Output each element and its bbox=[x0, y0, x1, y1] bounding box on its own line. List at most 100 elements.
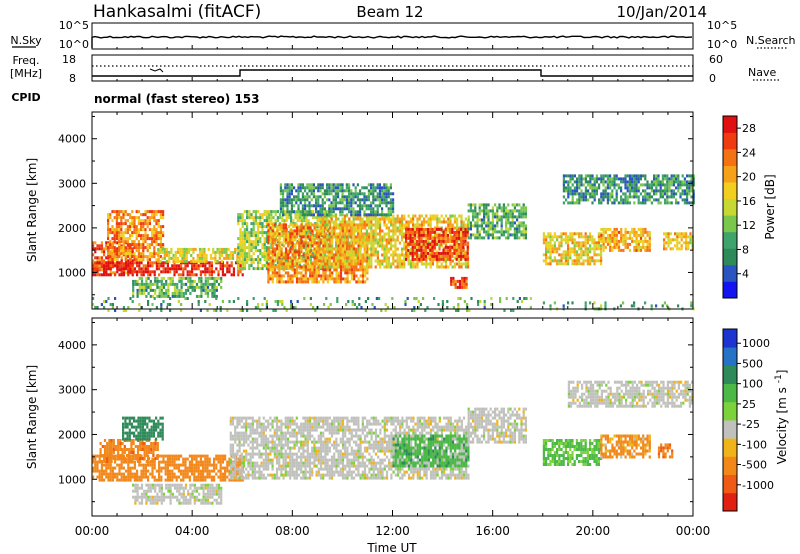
power-colorbar: 4 8 12 16 20 24 28 Power [dB] bbox=[722, 115, 777, 299]
colorbar-tick-label: 12 bbox=[742, 219, 756, 232]
colorbar-segment bbox=[723, 231, 737, 249]
power-echo-region bbox=[132, 276, 223, 298]
velocity-echo-region bbox=[542, 439, 603, 466]
velocity-echo-region bbox=[467, 407, 527, 444]
power-echo-region bbox=[562, 174, 695, 205]
y-tick-label: 1000 bbox=[58, 473, 86, 486]
colorbar-segment bbox=[723, 329, 737, 348]
colorbar-segment bbox=[723, 401, 737, 421]
velocity-x-axis: 00:00 04:00 08:00 12:00 16:00 20:00 00:00 bbox=[75, 45, 711, 538]
colorbar-segment bbox=[723, 198, 737, 216]
power-echo-region bbox=[600, 227, 651, 252]
colorbar-tick-label: 25 bbox=[742, 398, 756, 411]
freq-label-line2: [MHz] bbox=[10, 67, 42, 80]
freq-trace bbox=[92, 69, 693, 77]
freq-tick-top: 18 bbox=[62, 53, 76, 66]
colorbar-tick-label: 24 bbox=[742, 146, 756, 159]
nsearch-label: N.Search bbox=[746, 34, 796, 47]
y-tick-label: 4000 bbox=[58, 133, 86, 146]
colorbar-tick-label: -100 bbox=[742, 438, 767, 451]
x-tick-label: 00:00 bbox=[676, 524, 711, 538]
velocity-echo-region bbox=[392, 434, 470, 468]
velocity-echo-region bbox=[600, 434, 651, 459]
y-tick-label: 2000 bbox=[58, 428, 86, 441]
station-title: Hankasalmi (fitACF) bbox=[93, 2, 261, 22]
power-echo-region bbox=[663, 232, 694, 251]
colorbar-segment bbox=[723, 215, 737, 233]
colorbar-segment bbox=[723, 492, 737, 512]
velocity-panel: 1000 2000 3000 4000 Slant Range [km] 00:00 0… bbox=[25, 45, 710, 554]
colorbar-segment bbox=[723, 456, 737, 475]
y-tick-label: 3000 bbox=[58, 177, 86, 190]
colorbar-segment bbox=[723, 149, 737, 166]
colorbar-tick-label: 16 bbox=[742, 195, 756, 208]
nsearch-tick-bottom: 10^0 bbox=[707, 38, 737, 51]
power-y-axis: 1000 2000 3000 4000 bbox=[58, 115, 693, 296]
power-colorbar-label: Power [dB] bbox=[763, 174, 777, 239]
colorbar-tick-label: 28 bbox=[742, 122, 756, 135]
power-echo-region bbox=[92, 297, 532, 312]
nsearch-tick-top: 10^5 bbox=[707, 19, 737, 32]
freq-label-line1: Freq. bbox=[12, 54, 39, 67]
nsky-tick-bottom: 10^0 bbox=[59, 38, 89, 51]
power-echo-region bbox=[467, 203, 527, 240]
colorbar-segment bbox=[723, 420, 737, 439]
colorbar-tick-label: 4 bbox=[742, 268, 749, 281]
colorbar-tick-label: 20 bbox=[742, 171, 756, 184]
x-tick-label: 08:00 bbox=[275, 524, 310, 538]
nave-blip bbox=[149, 68, 164, 73]
velocity-echo-region bbox=[99, 439, 159, 463]
colorbar-tick-label: 8 bbox=[742, 243, 749, 256]
colorbar-segment bbox=[723, 383, 737, 403]
power-echo-layer bbox=[92, 174, 695, 312]
velocity-echo-region bbox=[132, 483, 223, 505]
nsky-label: N.Sky bbox=[10, 34, 42, 47]
colorbar-segment bbox=[723, 165, 737, 183]
velocity-ylabel: Slant Range [km] bbox=[25, 365, 39, 469]
freq-tick-bottom: 8 bbox=[69, 72, 76, 85]
velocity-colorbar: 1000 500 100 25 -25 -100 -500 -1000 Velocity [m… bbox=[722, 328, 789, 512]
power-echo-region bbox=[157, 247, 243, 263]
y-tick-label: 1000 bbox=[58, 266, 86, 279]
nave-label: Nave bbox=[748, 66, 776, 79]
nsky-trace bbox=[91, 35, 693, 48]
power-echo-region bbox=[542, 232, 603, 266]
colorbar-tick-label: -25 bbox=[742, 418, 760, 431]
velocity-colorbar-label: Velocity [m s -1] bbox=[774, 370, 789, 465]
beam-title: Beam 12 bbox=[356, 3, 423, 21]
velocity-echo-region bbox=[657, 443, 674, 459]
power-echo-region bbox=[279, 183, 395, 217]
y-tick-label: 4000 bbox=[58, 339, 86, 352]
velocity-echo-region bbox=[567, 380, 694, 408]
colorbar-segment bbox=[723, 182, 737, 200]
cpid-label: CPID bbox=[11, 91, 40, 104]
y-tick-label: 3000 bbox=[58, 384, 86, 397]
x-tick-label: 00:00 bbox=[75, 524, 110, 538]
colorbar-segment bbox=[723, 248, 737, 266]
power-echo-region bbox=[107, 210, 165, 262]
cpid-text: normal (fast stereo) 153 bbox=[94, 92, 260, 106]
x-tick-label: 16:00 bbox=[475, 524, 510, 538]
nave-tick-bottom: 0 bbox=[709, 72, 716, 85]
x-tick-label: 04:00 bbox=[175, 524, 210, 538]
power-echo-region bbox=[450, 276, 468, 289]
nsky-tick-top: 10^5 bbox=[59, 19, 89, 32]
velocity-echo-region bbox=[122, 416, 164, 441]
y-tick-label: 2000 bbox=[58, 222, 86, 235]
colorbar-segment bbox=[723, 474, 737, 494]
colorbar-segment bbox=[723, 365, 737, 384]
power-echo-region bbox=[405, 227, 469, 261]
nave-tick-top: 60 bbox=[709, 53, 723, 66]
colorbar-segment bbox=[723, 438, 737, 457]
colorbar-tick-label: 100 bbox=[742, 378, 763, 391]
date-title: 10/Jan/2014 bbox=[617, 3, 708, 21]
power-ylabel: Slant Range [km] bbox=[25, 158, 39, 262]
velocity-echo-region bbox=[229, 416, 470, 480]
x-tick-label: 12:00 bbox=[375, 524, 410, 538]
power-x-ticks bbox=[91, 112, 694, 309]
colorbar-tick-label: -1000 bbox=[742, 479, 774, 492]
noise-panel: N.Sky 10^5 10^0 10^5 10^0 N.Search bbox=[10, 19, 795, 51]
colorbar-segment bbox=[723, 347, 737, 366]
colorbar-segment bbox=[723, 281, 737, 299]
power-panel: 1000 2000 3000 4000 Slant Range [km] bbox=[25, 111, 695, 312]
